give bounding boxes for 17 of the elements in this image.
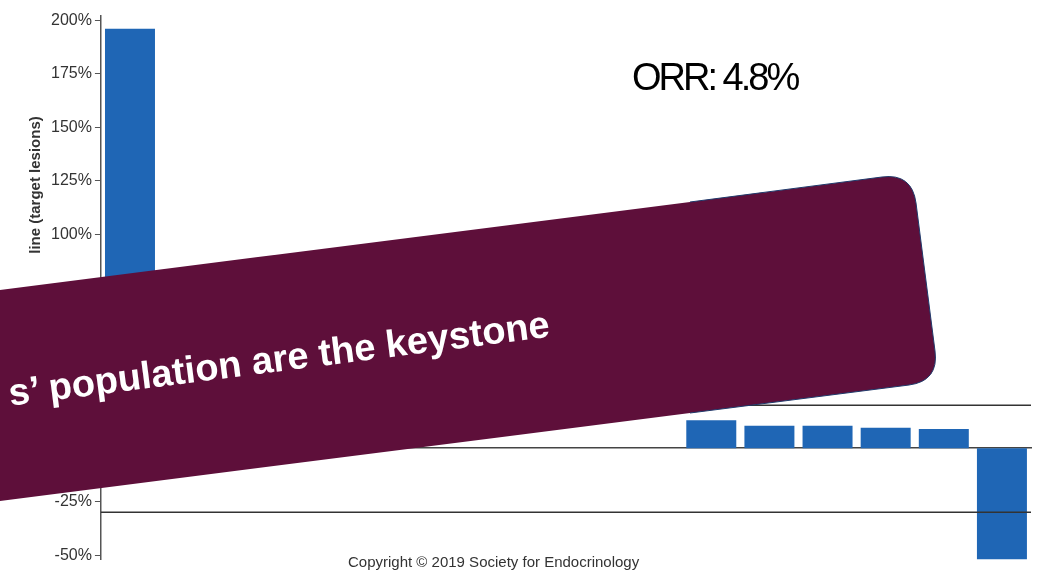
bar	[860, 427, 911, 449]
y-tick-label: 125%	[51, 171, 92, 189]
bar	[686, 420, 737, 449]
annotation: ORR: 4.8%	[632, 56, 798, 99]
y-tick-label: -25%	[54, 492, 92, 510]
bar	[802, 425, 853, 449]
y-tick-label: 100%	[51, 224, 92, 242]
annotation: s’ population are the keystone	[6, 302, 552, 415]
bar	[744, 425, 795, 449]
bar	[976, 448, 1027, 560]
bar	[918, 428, 969, 449]
y-tick-label: -50%	[54, 545, 92, 563]
y-tick-label: 150%	[51, 117, 92, 135]
y-axis-title: line (target lesions)	[26, 116, 44, 254]
y-tick-label: 175%	[51, 64, 92, 82]
annotation: Copyright © 2019 Society for Endocrinology	[348, 553, 640, 570]
y-tick-label: 200%	[51, 10, 92, 28]
